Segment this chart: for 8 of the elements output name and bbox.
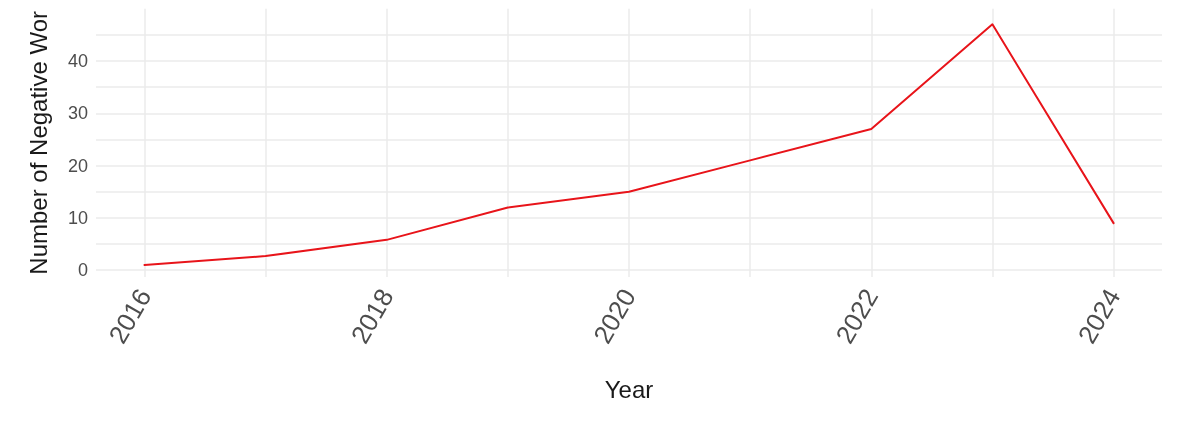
x-axis-title: Year [604, 375, 654, 403]
y-tick-label: 30 [67, 103, 88, 124]
y-tick-label: 0 [77, 260, 88, 281]
y-axis-title: Number of Negative Wor [24, 10, 52, 275]
line-series [143, 23, 1115, 266]
y-tick-label: 10 [67, 207, 88, 228]
y-tick-label: 40 [67, 50, 88, 71]
y-tick-label: 20 [67, 155, 88, 176]
